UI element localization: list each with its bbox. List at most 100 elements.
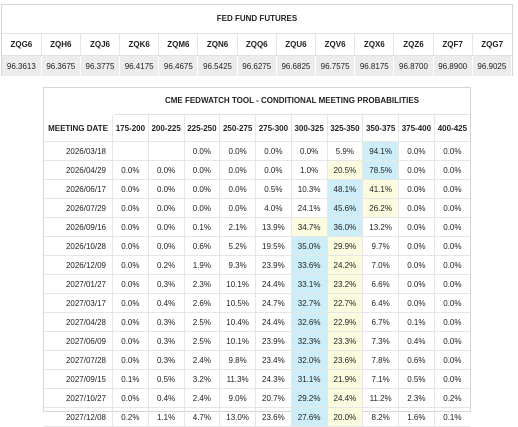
probability-cell: 0.5%	[255, 179, 292, 199]
contract-code: ZQK6	[119, 34, 160, 56]
probability-cell: 0.0%	[434, 312, 470, 332]
probability-cell: 0.0%	[112, 198, 149, 218]
probability-cell: 10.1%	[219, 331, 256, 351]
probability-cell: 7.3%	[362, 331, 399, 351]
futures-codes-row: ZQG6 ZQH6 ZQJ6 ZQK6 ZQM6 ZQN6 ZQQ6 ZQU6 ZQV6 ZQX6…	[2, 34, 512, 56]
rate-range-header: 350-375	[362, 115, 399, 142]
probability-cell: 22.9%	[327, 312, 364, 332]
probability-cell: 0.5%	[398, 369, 435, 389]
futures-title: FED FUND FUTURES	[2, 5, 512, 34]
probability-cell: 0.0%	[398, 255, 435, 275]
probability-cell: 0.0%	[434, 198, 470, 218]
contract-code: ZQG7	[472, 34, 512, 56]
probability-cell: 6.4%	[362, 293, 399, 313]
probability-cell: 0.0%	[398, 293, 435, 313]
probability-cell: 0.6%	[184, 236, 221, 256]
probability-cell: 23.9%	[255, 255, 292, 275]
probability-cell: 0.0%	[434, 274, 470, 294]
contract-code: ZQF7	[433, 34, 473, 56]
futures-table: ZQG6 ZQH6 ZQJ6 ZQK6 ZQM6 ZQN6 ZQQ6 ZQU6 ZQV6 ZQX6…	[2, 34, 513, 76]
probability-cell: 6.7%	[362, 312, 399, 332]
probability-cell: 0.0%	[112, 312, 149, 332]
meeting-date: 2027/06/09	[44, 331, 113, 351]
rate-range-header: 300-325	[291, 115, 328, 142]
contract-code: ZQM6	[158, 34, 199, 56]
probability-cell: 0.3%	[148, 312, 185, 332]
probability-cell: 0.0%	[148, 236, 185, 256]
probability-cell: 0.0%	[434, 179, 470, 199]
probability-cell: 9.8%	[219, 350, 256, 370]
probability-cell: 23.9%	[255, 331, 292, 351]
table-row: 2027/03/17 0.0% 0.4% 2.6% 10.5% 24.7% 32.7% 22.…	[44, 293, 470, 313]
probability-cell: 1.1%	[148, 407, 185, 427]
probability-cell: 20.0%	[327, 407, 364, 427]
probability-cell: 0.0%	[398, 274, 435, 294]
probability-cell: 7.1%	[362, 369, 399, 389]
probability-cell: 13.0%	[219, 407, 256, 427]
probability-cell: 0.0%	[148, 217, 185, 237]
probability-cell: 1.6%	[398, 407, 435, 427]
meeting-date: 2027/03/17	[44, 293, 113, 313]
probability-cell: 13.9%	[255, 217, 292, 237]
probability-cell: 0.3%	[148, 331, 185, 351]
rate-range-header: 225-250	[184, 115, 221, 142]
table-row: 2027/09/15 0.1% 0.5% 3.2% 11.3% 24.3% 31.1% 21.…	[44, 369, 470, 389]
probability-cell: 0.0%	[112, 217, 149, 237]
probability-cell: 23.6%	[255, 407, 292, 427]
contract-code: ZQQ6	[237, 34, 277, 56]
meeting-date: 2026/09/16	[44, 217, 113, 237]
table-row: 2026/09/16 0.0% 0.0% 0.1% 2.1% 13.9% 34.7% 36.0…	[44, 217, 470, 237]
table-row: 2027/12/08 0.2% 1.1% 4.7% 13.0% 23.6% 27.6% 20.…	[44, 407, 470, 427]
table-row: 2027/06/09 0.0% 0.3% 2.5% 10.1% 23.9% 32.3% 23.…	[44, 331, 470, 351]
rate-range-header: 325-350	[327, 115, 364, 142]
probability-cell: 0.0%	[112, 388, 149, 408]
probability-header-row: MEETING DATE 175-200 200-225 225-250 250-27…	[44, 115, 470, 142]
fedwatch-title: CME FEDWATCH TOOL - CONDITIONAL MEETING …	[114, 88, 470, 115]
probability-cell: 7.8%	[362, 350, 399, 370]
meeting-date: 2027/09/15	[44, 369, 113, 389]
probability-cell: 32.0%	[291, 350, 328, 370]
probability-cell: 20.5%	[327, 160, 364, 180]
probability-cell: 0.0%	[219, 198, 256, 218]
probability-cell: 0.0%	[255, 141, 292, 161]
probability-cell: 1.0%	[291, 160, 328, 180]
contract-code: ZQU6	[276, 34, 317, 56]
probability-cell: 0.0%	[398, 217, 435, 237]
contract-price: 96.4675	[158, 55, 199, 76]
probability-cell: 45.6%	[327, 198, 364, 218]
probability-cell: 3.2%	[184, 369, 221, 389]
probability-cell: 48.1%	[327, 179, 364, 199]
probability-cell: 6.6%	[362, 274, 399, 294]
probability-cell: 0.0%	[434, 255, 470, 275]
contract-price: 96.7575	[315, 55, 356, 76]
probability-cell: 0.0%	[112, 179, 149, 199]
futures-prices-row: 96.3613 96.3675 96.3775 96.4175 96.4675 96.54…	[2, 55, 513, 76]
probability-cell: 13.2%	[362, 217, 399, 237]
meeting-date: 2026/04/29	[44, 160, 113, 180]
probability-cell: 0.6%	[398, 350, 435, 370]
probability-cell	[112, 141, 149, 161]
probability-cell: 23.4%	[255, 350, 292, 370]
probability-cell: 5.2%	[219, 236, 256, 256]
probability-cell: 7.0%	[362, 255, 399, 275]
probability-cell: 0.0%	[398, 179, 435, 199]
table-row: 2026/12/09 0.0% 0.2% 1.9% 9.3% 23.9% 33.6% 24.2…	[44, 255, 470, 275]
probability-cell: 24.1%	[291, 198, 328, 218]
probability-cell: 19.5%	[255, 236, 292, 256]
probability-cell: 34.7%	[291, 217, 328, 237]
probability-cell: 0.0%	[219, 160, 256, 180]
contract-price: 96.3613	[2, 55, 42, 76]
rate-range-header: 250-275	[219, 115, 256, 142]
probability-cell: 24.2%	[327, 255, 364, 275]
table-row: 2026/07/29 0.0% 0.0% 0.0% 0.0% 4.0% 24.1% 45.6%…	[44, 198, 470, 218]
probability-cell: 0.3%	[148, 274, 185, 294]
probability-cell: 9.7%	[362, 236, 399, 256]
probability-cell: 29.2%	[291, 388, 328, 408]
table-row: 2026/10/28 0.0% 0.0% 0.6% 5.2% 19.5% 35.0% 29.9…	[44, 236, 470, 256]
meeting-date: 2026/10/28	[44, 236, 113, 256]
contract-code: ZQG6	[2, 34, 42, 56]
probability-cell: 11.2%	[362, 388, 399, 408]
probability-cell: 0.0%	[184, 198, 221, 218]
meeting-date: 2026/12/09	[44, 255, 113, 275]
probability-cell: 10.3%	[291, 179, 328, 199]
